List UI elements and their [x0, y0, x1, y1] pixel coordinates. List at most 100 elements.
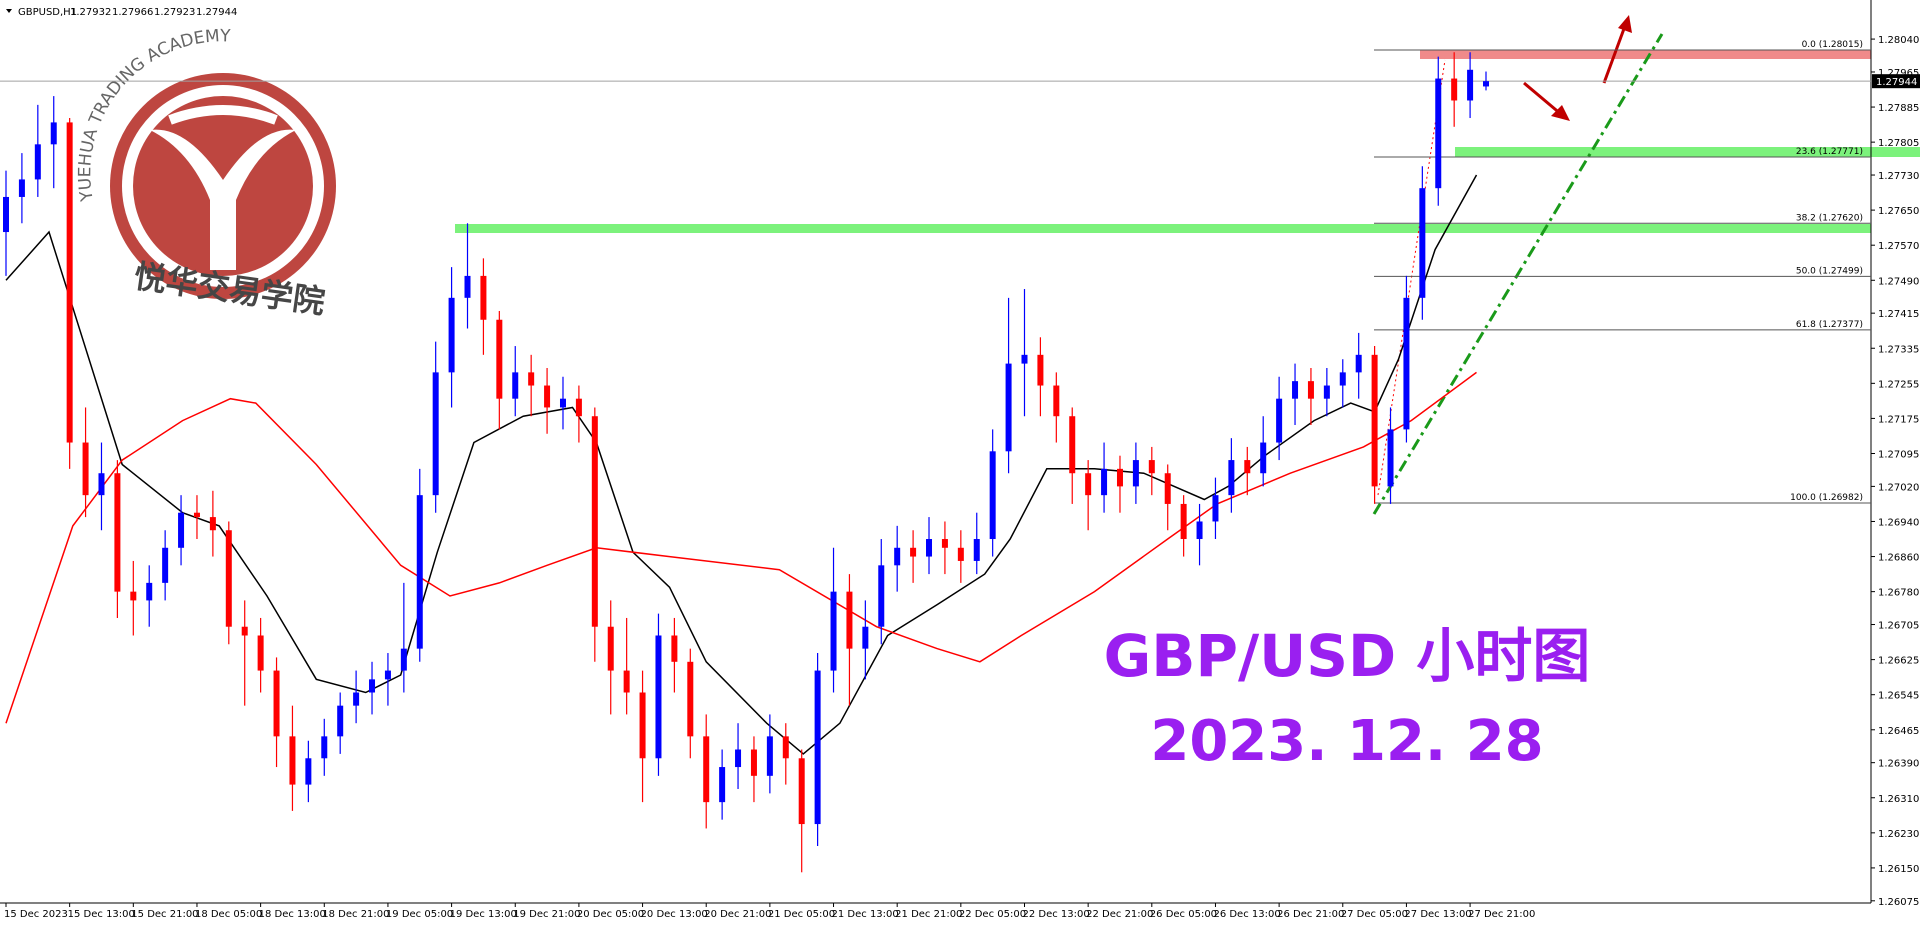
- candle-body: [941, 539, 948, 548]
- candle-body: [178, 512, 185, 548]
- x-tick-label: 27 Dec 21:00: [1468, 909, 1535, 920]
- candle-body: [1323, 385, 1330, 399]
- y-tick-label: 1.26310: [1878, 794, 1919, 805]
- support-zone: [1455, 147, 1920, 157]
- x-tick-label: 19 Dec 13:00: [450, 909, 517, 920]
- candle-body: [1276, 398, 1283, 443]
- candle-body: [1005, 363, 1012, 452]
- candle-body: [878, 565, 885, 627]
- overlay-date: 2023. 12. 28: [1150, 709, 1543, 774]
- candle-body: [655, 635, 662, 759]
- candle-body: [98, 473, 105, 496]
- candle-body: [241, 626, 248, 636]
- resistance-zone: [1420, 50, 1871, 59]
- x-tick-label: 21 Dec 05:00: [768, 909, 835, 920]
- candle-body: [480, 275, 487, 320]
- arrow-head: [1551, 105, 1570, 121]
- fib-label: 100.0 (1.26982): [1790, 493, 1863, 503]
- header-value: 1.27923: [154, 7, 195, 18]
- y-tick-label: 1.27650: [1878, 206, 1919, 217]
- arrow-head: [1618, 15, 1632, 33]
- candle-body: [496, 319, 503, 399]
- candle-body: [1307, 381, 1314, 399]
- candle-body: [82, 442, 89, 496]
- fib-label: 23.6 (1.27771): [1796, 147, 1863, 157]
- y-tick-label: 1.27570: [1878, 241, 1919, 252]
- candle-body: [289, 736, 296, 785]
- y-tick-label: 1.26545: [1878, 691, 1919, 702]
- candle-body: [528, 372, 535, 386]
- x-tick-label: 22 Dec 05:00: [959, 909, 1026, 920]
- candle-body: [353, 692, 360, 706]
- y-tick-label: 1.27255: [1878, 379, 1919, 390]
- candle-body: [703, 736, 710, 803]
- header-value: 1.27966: [112, 7, 153, 18]
- candle-body: [575, 398, 582, 417]
- x-tick-label: 27 Dec 05:00: [1341, 909, 1408, 920]
- candle-body: [448, 297, 455, 373]
- candle-body: [607, 626, 614, 671]
- symbol: GBPUSD,H1: [18, 7, 77, 18]
- menu-arrow[interactable]: [6, 9, 12, 13]
- candle-body: [130, 591, 137, 601]
- candle-body: [623, 670, 630, 693]
- candle-body: [894, 547, 901, 566]
- candle-body: [671, 635, 678, 662]
- fib-label: 61.8 (1.27377): [1796, 320, 1863, 330]
- y-tick-label: 1.27020: [1878, 482, 1919, 493]
- candle-body: [1292, 381, 1299, 399]
- candle-body: [1101, 468, 1108, 496]
- x-tick-label: 20 Dec 05:00: [577, 909, 644, 920]
- x-tick-label: 26 Dec 21:00: [1277, 909, 1344, 920]
- y-tick-label: 1.26625: [1878, 656, 1919, 667]
- candle-body: [1196, 521, 1203, 540]
- candle-body: [384, 670, 391, 680]
- candle-body: [1483, 81, 1489, 87]
- logo-mark: [150, 129, 296, 270]
- y-tick-label: 1.27415: [1878, 309, 1919, 320]
- header-value: 1.27944: [196, 7, 237, 18]
- candle-body: [1021, 354, 1028, 364]
- candle-body: [735, 749, 742, 768]
- arrow: [1523, 81, 1563, 117]
- candle-body: [1116, 468, 1123, 487]
- header-value: 1.27932: [70, 7, 111, 18]
- candle-body: [687, 661, 694, 737]
- candle-body: [512, 372, 519, 399]
- x-tick-label: 19 Dec 21:00: [513, 909, 580, 920]
- y-tick-label: 1.27490: [1878, 276, 1919, 287]
- candle-body: [862, 626, 869, 649]
- y-tick-label: 1.26940: [1878, 517, 1919, 528]
- candle-body: [432, 372, 439, 496]
- candle-body: [814, 670, 821, 825]
- candle-body: [1212, 495, 1219, 522]
- fib-anchor: [1377, 59, 1446, 496]
- x-tick-label: 18 Dec 05:00: [195, 909, 262, 920]
- candle-body: [209, 517, 216, 531]
- support-zone: [455, 224, 1871, 233]
- logo-mark: [168, 105, 278, 125]
- candle-body: [1148, 460, 1155, 474]
- x-tick-label: 26 Dec 05:00: [1150, 909, 1217, 920]
- candle-body: [830, 591, 837, 671]
- x-tick-label: 18 Dec 13:00: [259, 909, 326, 920]
- arrow: [1602, 25, 1627, 84]
- x-tick-label: 20 Dec 13:00: [641, 909, 708, 920]
- candle-body: [910, 547, 917, 557]
- candle-body: [1069, 416, 1076, 474]
- candle-body: [3, 196, 9, 233]
- y-tick-label: 1.27095: [1878, 450, 1919, 461]
- candle-body: [1037, 354, 1044, 386]
- candle-body: [1339, 372, 1346, 386]
- candle-body: [18, 179, 25, 197]
- candle-body: [1164, 473, 1171, 504]
- candle-body: [719, 767, 726, 803]
- candle-body: [257, 635, 264, 671]
- fib-label: 38.2 (1.27620): [1796, 213, 1863, 223]
- candle-body: [846, 591, 853, 649]
- candle-body: [989, 451, 996, 540]
- candle-body: [1403, 297, 1410, 430]
- candle-body: [1355, 354, 1362, 373]
